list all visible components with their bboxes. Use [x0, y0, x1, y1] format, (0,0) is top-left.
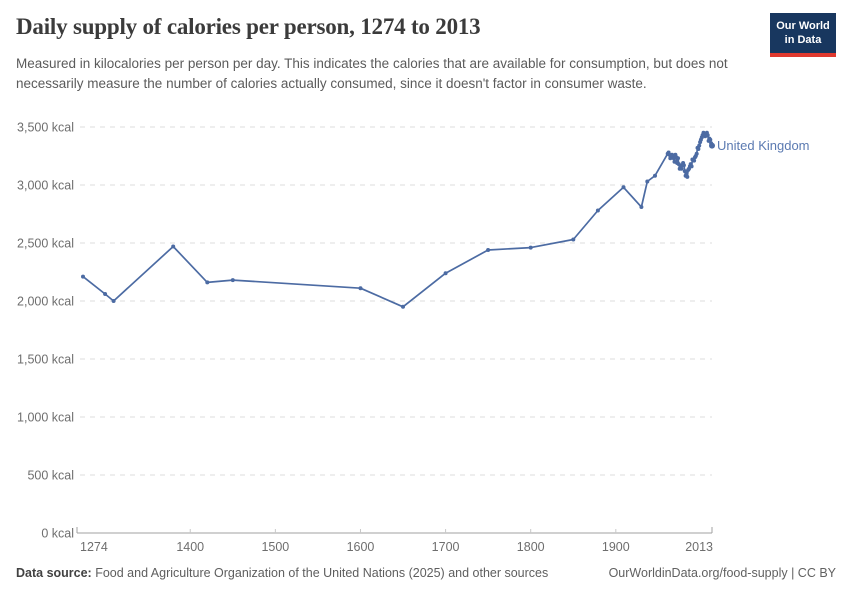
owid-logo-line2: in Data [784, 34, 822, 47]
svg-text:0 kcal: 0 kcal [41, 527, 74, 541]
svg-text:2,000 kcal: 2,000 kcal [17, 295, 74, 309]
credit-link[interactable]: OurWorldinData.org/food-supply | CC BY [608, 566, 836, 580]
data-source: Data source: Food and Agriculture Organi… [16, 566, 548, 580]
page-title: Daily supply of calories per person, 127… [16, 14, 481, 39]
owid-logo: Our World in Data [770, 13, 836, 57]
svg-text:1274: 1274 [80, 540, 108, 554]
svg-text:1400: 1400 [176, 540, 204, 554]
svg-text:1500: 1500 [261, 540, 289, 554]
data-source-label: Data source: [16, 566, 92, 580]
entity-label[interactable]: United Kingdom [717, 138, 810, 153]
svg-text:1,500 kcal: 1,500 kcal [17, 353, 74, 367]
owid-logo-line1: Our World [776, 20, 830, 32]
data-source-text: Food and Agriculture Organization of the… [91, 566, 549, 580]
svg-text:3,000 kcal: 3,000 kcal [17, 179, 74, 193]
series-markers [81, 130, 715, 309]
svg-text:2013: 2013 [685, 540, 713, 554]
series-line [82, 131, 713, 308]
svg-text:1900: 1900 [602, 540, 630, 554]
x-axis: 1274 1400 1500 1600 1700 1800 1900 2013 [76, 527, 713, 554]
y-axis-labels: 0 kcal 500 kcal 1,000 kcal 1,500 kcal 2,000 … [17, 121, 74, 541]
chart-subtitle: Measured in kilocalories per person per … [16, 56, 728, 91]
svg-text:2,500 kcal: 2,500 kcal [17, 237, 74, 251]
svg-text:500 kcal: 500 kcal [27, 469, 74, 483]
svg-text:3,500 kcal: 3,500 kcal [17, 121, 74, 135]
svg-text:1800: 1800 [517, 540, 545, 554]
chart-footer: Data source: Food and Agriculture Organi… [16, 566, 836, 580]
svg-text:1600: 1600 [347, 540, 375, 554]
svg-text:1,000 kcal: 1,000 kcal [17, 411, 74, 425]
svg-text:1700: 1700 [432, 540, 460, 554]
y-gridlines [80, 126, 712, 476]
